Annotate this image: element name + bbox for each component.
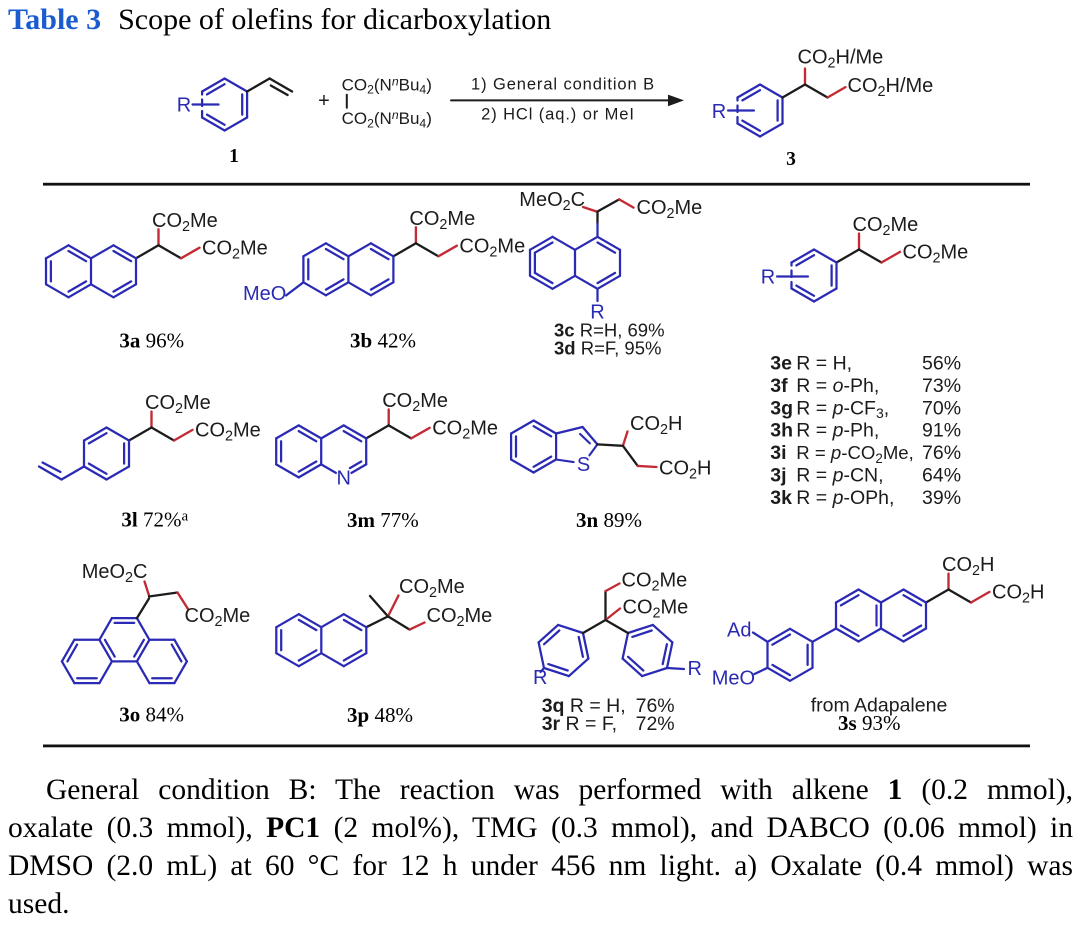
svg-text:39%: 39% bbox=[922, 487, 961, 509]
svg-text:CO2​Me: CO2​Me bbox=[152, 210, 218, 235]
svg-text:Ad: Ad bbox=[727, 620, 751, 642]
svg-text:73%: 73% bbox=[922, 375, 961, 397]
svg-text:3r R = F,: 3r R = F, bbox=[542, 713, 617, 735]
svg-text:R: R bbox=[761, 267, 775, 289]
svg-text:CO2​(Nn​Bu4​): CO2​(Nn​Bu4​) bbox=[342, 75, 432, 97]
svg-text:3g: 3g bbox=[770, 397, 793, 419]
svg-text:CO2​Me: CO2​Me bbox=[382, 390, 448, 415]
svg-text:3s 93%: 3s 93% bbox=[838, 711, 900, 735]
svg-text:CO2​H: CO2​H bbox=[942, 554, 994, 579]
svg-text:3p 48%: 3p 48% bbox=[347, 703, 413, 727]
svg-text:CO2​Me: CO2​Me bbox=[427, 605, 493, 630]
svg-text:CO2​Me: CO2​Me bbox=[853, 214, 919, 239]
svg-text:R: R bbox=[688, 658, 702, 680]
svg-text:3d R=F, 95%: 3d R=F, 95% bbox=[554, 338, 661, 359]
svg-text:CO2​Me: CO2​Me bbox=[459, 235, 525, 260]
svg-text:3j: 3j bbox=[770, 465, 786, 487]
svg-text:3c R=H, 69%: 3c R=H, 69% bbox=[554, 320, 665, 341]
svg-text:+: + bbox=[318, 90, 330, 112]
svg-text:from Adapalene: from Adapalene bbox=[811, 695, 948, 717]
svg-text:CO2​Me: CO2​Me bbox=[185, 605, 251, 630]
svg-text:CO2​H: CO2​H bbox=[992, 582, 1044, 607]
svg-text:3a 96%: 3a 96% bbox=[119, 329, 184, 353]
svg-text:MeO2​C: MeO2​C bbox=[519, 189, 585, 214]
svg-text:76%: 76% bbox=[636, 695, 675, 717]
svg-text:CO2​Me: CO2​Me bbox=[202, 237, 268, 262]
svg-text:MeO: MeO bbox=[712, 668, 755, 690]
svg-text:56%: 56% bbox=[922, 353, 961, 375]
svg-text:3i: 3i bbox=[770, 442, 786, 464]
svg-text:70%: 70% bbox=[922, 397, 961, 419]
svg-text:1) General condition B: 1) General condition B bbox=[471, 76, 655, 94]
svg-text:CO2​Me: CO2​Me bbox=[637, 197, 703, 222]
svg-text:CO2​Me: CO2​Me bbox=[903, 242, 969, 267]
svg-text:64%: 64% bbox=[922, 465, 961, 487]
svg-text:R = H,: R = H, bbox=[796, 353, 852, 375]
svg-text:CO2​(Nn​Bu4​): CO2​(Nn​Bu4​) bbox=[342, 108, 432, 130]
svg-text:CO2​Me: CO2​Me bbox=[145, 392, 211, 417]
svg-text:MeO2​C: MeO2​C bbox=[82, 561, 148, 586]
svg-text:R: R bbox=[177, 95, 191, 117]
svg-text:CO2​H: CO2​H bbox=[659, 458, 711, 483]
svg-text:3n 89%: 3n 89% bbox=[576, 508, 642, 532]
svg-text:N: N bbox=[336, 468, 350, 490]
svg-text:R = p-CF3​,: R = p-CF3​, bbox=[796, 397, 889, 421]
svg-text:3: 3 bbox=[786, 149, 796, 170]
svg-text:CO2​H: CO2​H bbox=[630, 413, 682, 438]
svg-text:3e: 3e bbox=[770, 353, 792, 375]
svg-text:CO2​Me: CO2​Me bbox=[623, 597, 689, 622]
svg-text:R = p-Ph,: R = p-Ph, bbox=[796, 420, 879, 442]
svg-text:CO2​H/Me: CO2​H/Me bbox=[848, 75, 934, 100]
svg-text:R = p-CO2​Me,: R = p-CO2​Me, bbox=[796, 442, 914, 466]
svg-text:MeO: MeO bbox=[243, 283, 286, 305]
svg-text:91%: 91% bbox=[922, 420, 961, 442]
svg-text:1: 1 bbox=[229, 146, 239, 167]
svg-text:R: R bbox=[533, 667, 547, 689]
svg-text:R = p-CN,: R = p-CN, bbox=[796, 465, 883, 487]
svg-text:CO2​Me: CO2​Me bbox=[409, 208, 475, 233]
svg-text:2) HCl (aq.) or MeI: 2) HCl (aq.) or MeI bbox=[481, 106, 635, 124]
svg-text:3l 72%a​: 3l 72%a​ bbox=[121, 508, 188, 532]
svg-text:CO2​Me: CO2​Me bbox=[195, 420, 261, 445]
svg-text:CO2​Me: CO2​Me bbox=[622, 570, 688, 595]
svg-text:72%: 72% bbox=[636, 713, 675, 735]
svg-text:R: R bbox=[590, 302, 604, 324]
svg-text:3k: 3k bbox=[770, 487, 792, 509]
svg-text:3h: 3h bbox=[770, 420, 793, 442]
svg-text:CO2​H/Me: CO2​H/Me bbox=[798, 47, 884, 72]
svg-text:3b 42%: 3b 42% bbox=[350, 329, 416, 353]
svg-text:CO2​Me: CO2​Me bbox=[432, 417, 498, 442]
svg-text:3q R = H,: 3q R = H, bbox=[542, 695, 626, 717]
svg-text:76%: 76% bbox=[922, 442, 961, 464]
svg-text:3o 84%: 3o 84% bbox=[119, 703, 184, 727]
svg-text:CO2​Me: CO2​Me bbox=[399, 576, 465, 601]
svg-text:3m 77%: 3m 77% bbox=[347, 508, 419, 532]
svg-text:3f: 3f bbox=[770, 375, 788, 397]
svg-text:R = o-Ph,: R = o-Ph, bbox=[796, 375, 879, 397]
svg-text:S: S bbox=[577, 454, 590, 476]
svg-text:R: R bbox=[712, 101, 726, 123]
svg-text:R = p-OPh,: R = p-OPh, bbox=[796, 487, 894, 509]
